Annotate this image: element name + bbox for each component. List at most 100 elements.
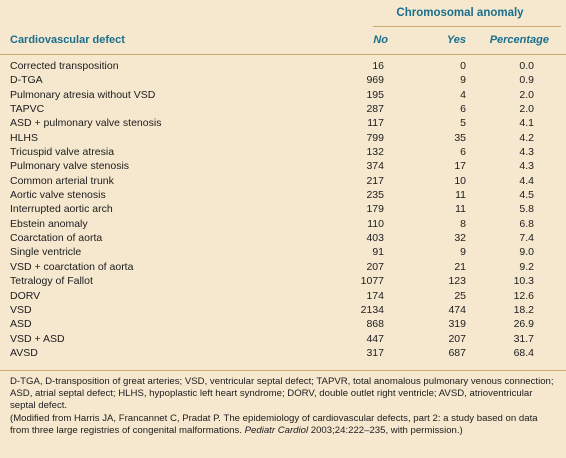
cell-yes: 8: [460, 217, 466, 230]
cell-percentage: 4.5: [519, 189, 534, 202]
table-row: Tetralogy of Fallot 1077 123 10.3: [0, 274, 566, 288]
cell-percentage: 4.2: [519, 131, 534, 144]
cell-yes: 17: [454, 160, 466, 173]
cell-percentage: 2.0: [519, 88, 534, 101]
cell-defect: ASD: [10, 318, 32, 331]
cell-no: 117: [367, 117, 384, 130]
cell-no: 235: [366, 189, 384, 202]
cell-percentage: 26.9: [513, 318, 534, 331]
cell-no: 969: [366, 74, 384, 87]
cell-no: 374: [366, 160, 384, 173]
data-table: Chromosomal anomaly Cardiovascular defec…: [0, 0, 566, 360]
cell-defect: Pulmonary valve stenosis: [10, 160, 130, 173]
cell-no: 1077: [360, 275, 384, 288]
cell-percentage: 7.4: [519, 232, 534, 245]
cell-defect: Tetralogy of Fallot: [10, 275, 93, 288]
table-body: Corrected transposition 16 0 0.0 D-TGA 969 9 0.…: [0, 55, 566, 360]
table-row: Pulmonary valve stenosis 374 17 4.3: [0, 159, 566, 173]
cell-defect: Ebstein anomaly: [10, 217, 88, 230]
cell-percentage: 9.0: [519, 246, 534, 259]
cell-yes: 11: [455, 203, 466, 216]
cell-yes: 687: [448, 346, 466, 359]
cell-yes: 9: [460, 74, 466, 87]
cell-no: 403: [366, 232, 384, 245]
cell-no: 91: [372, 246, 384, 259]
cell-yes: 10: [454, 174, 466, 187]
table-row: TAPVC 287 6 2.0: [0, 102, 566, 116]
cell-yes: 32: [454, 232, 466, 245]
table-row: Single ventricle 91 9 9.0: [0, 245, 566, 259]
cell-no: 217: [366, 174, 384, 187]
cell-defect: Pulmonary atresia without VSD: [10, 88, 156, 101]
cell-yes: 4: [460, 88, 466, 101]
table-header: Chromosomal anomaly Cardiovascular defec…: [0, 0, 566, 55]
cell-no: 179: [366, 203, 384, 216]
cell-percentage: 4.4: [519, 174, 534, 187]
cell-defect: VSD + coarctation of aorta: [10, 260, 134, 273]
footnote-source-journal: Pediatr Cardiol: [244, 424, 309, 436]
table-row: Aortic valve stenosis 235 11 4.5: [0, 188, 566, 202]
table-row: Common arterial trunk 217 10 4.4: [0, 174, 566, 188]
cell-yes: 207: [448, 332, 466, 345]
cell-percentage: 6.8: [519, 217, 534, 230]
cell-defect: DORV: [10, 289, 41, 302]
cell-defect: Coarctation of aorta: [10, 232, 103, 245]
table-row: HLHS 799 35 4.2: [0, 131, 566, 145]
cell-percentage: 31.7: [513, 332, 534, 345]
cell-defect: HLHS: [10, 131, 39, 144]
cell-percentage: 18.2: [513, 303, 534, 316]
table-row: Interrupted aortic arch 179 11 5.8: [0, 202, 566, 216]
cell-defect: Interrupted aortic arch: [10, 203, 113, 216]
cell-no: 2134: [360, 303, 384, 316]
cell-no: 317: [366, 346, 384, 359]
footnote-source: (Modified from Harris JA, Francannet C, …: [10, 413, 558, 437]
column-header-no: No: [373, 34, 388, 46]
cell-percentage: 0.9: [519, 74, 534, 87]
cell-percentage: 4.3: [519, 160, 534, 173]
table-footnote: D-TGA, D-transposition of great arteries…: [10, 376, 558, 437]
cell-no: 174: [366, 289, 384, 302]
cell-yes: 474: [448, 303, 466, 316]
cell-yes: 319: [448, 318, 466, 331]
table-row: Ebstein anomaly 110 8 6.8: [0, 217, 566, 231]
cell-no: 447: [366, 332, 384, 345]
cell-no: 16: [372, 60, 384, 72]
table-row: Coarctation of aorta 403 32 7.4: [0, 231, 566, 245]
table-row: AVSD 317 687 68.4: [0, 346, 566, 360]
cell-defect: ASD + pulmonary valve stenosis: [10, 117, 162, 130]
cell-no: 287: [366, 103, 384, 116]
cell-defect: TAPVC: [10, 103, 45, 116]
footnote-abbreviations: D-TGA, D-transposition of great arteries…: [10, 376, 554, 412]
cell-defect: Single ventricle: [10, 246, 82, 259]
cell-defect: Tricuspid valve atresia: [10, 146, 115, 159]
cell-no: 110: [367, 217, 384, 230]
cell-percentage: 2.0: [519, 103, 534, 116]
cell-percentage: 0.0: [519, 60, 534, 72]
table-row: VSD + coarctation of aorta 207 21 9.2: [0, 260, 566, 274]
table-row: VSD 2134 474 18.2: [0, 303, 566, 317]
cell-defect: AVSD: [10, 346, 38, 359]
cell-no: 195: [366, 88, 384, 101]
cell-percentage: 9.2: [519, 260, 534, 273]
cell-yes: 35: [454, 131, 466, 144]
footnote-source-post: 2003;24:222–235, with permission.): [308, 424, 463, 436]
column-header-yes: Yes: [446, 34, 466, 46]
table-row: Corrected transposition 16 0 0.0: [0, 59, 566, 73]
cell-yes: 9: [460, 246, 466, 259]
cell-no: 132: [366, 146, 384, 159]
cell-no: 207: [366, 260, 384, 273]
cell-yes: 21: [454, 260, 466, 273]
cell-yes: 5: [460, 117, 466, 130]
table-row: VSD + ASD 447 207 31.7: [0, 332, 566, 346]
cell-yes: 123: [448, 275, 466, 288]
group-header-rule: [373, 26, 561, 27]
cell-percentage: 4.1: [519, 117, 534, 130]
group-header-chromosomal-anomaly: Chromosomal anomaly: [396, 7, 524, 19]
column-header-percentage: Percentage: [489, 34, 549, 46]
table-row: ASD 868 319 26.9: [0, 317, 566, 331]
column-header-defect: Cardiovascular defect: [10, 34, 125, 46]
cell-no: 868: [366, 318, 384, 331]
cell-percentage: 12.6: [513, 289, 534, 302]
table-bottom-rule: [0, 370, 566, 371]
cell-yes: 0: [460, 60, 466, 72]
